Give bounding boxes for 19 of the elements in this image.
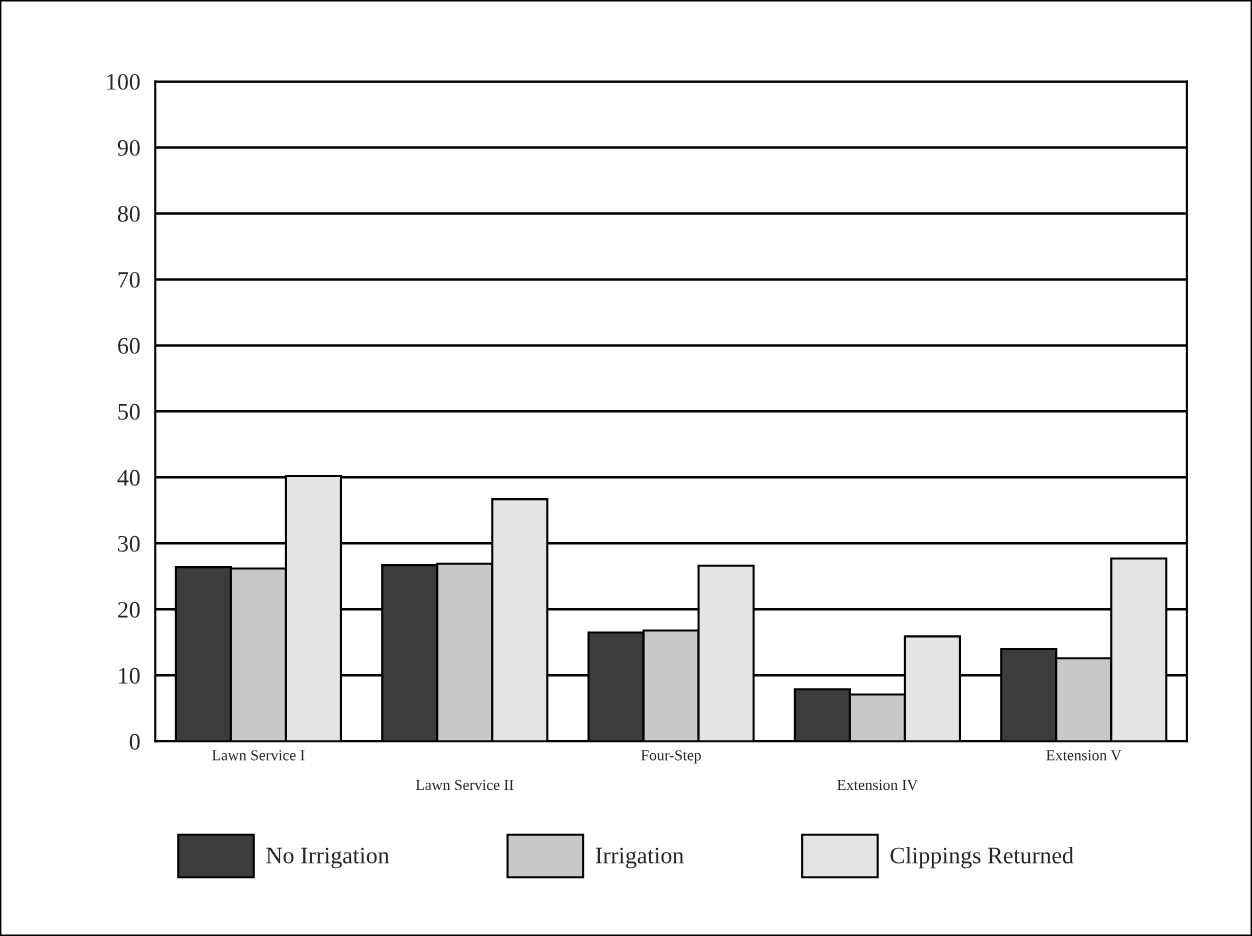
x-tick-label: Lawn Service II xyxy=(415,779,514,791)
legend-label: Clippings Returned xyxy=(890,846,1074,869)
y-tick-label: 30 xyxy=(118,535,140,552)
legend-label: Irrigation xyxy=(595,847,684,869)
y-tick-label: 20 xyxy=(118,601,140,618)
y-tick-label: 0 xyxy=(129,733,140,750)
x-tick-label: Lawn Service I xyxy=(212,750,305,761)
y-tick-label: 80 xyxy=(117,205,140,222)
y-tick-label: 40 xyxy=(117,469,140,486)
x-tick-label: Extension IV xyxy=(837,779,918,791)
y-tick-label: 60 xyxy=(118,337,140,354)
y-tick-label: 50 xyxy=(118,403,140,420)
x-tick-label: Extension V xyxy=(1046,750,1122,761)
x-tick-label: Four-Step xyxy=(641,750,701,764)
y-tick-label: 90 xyxy=(117,139,140,156)
y-tick-label: 70 xyxy=(118,271,140,288)
y-tick-label: 100 xyxy=(107,73,140,90)
y-tick-label: 10 xyxy=(119,667,140,684)
legend-label: No Irrigation xyxy=(266,847,390,869)
